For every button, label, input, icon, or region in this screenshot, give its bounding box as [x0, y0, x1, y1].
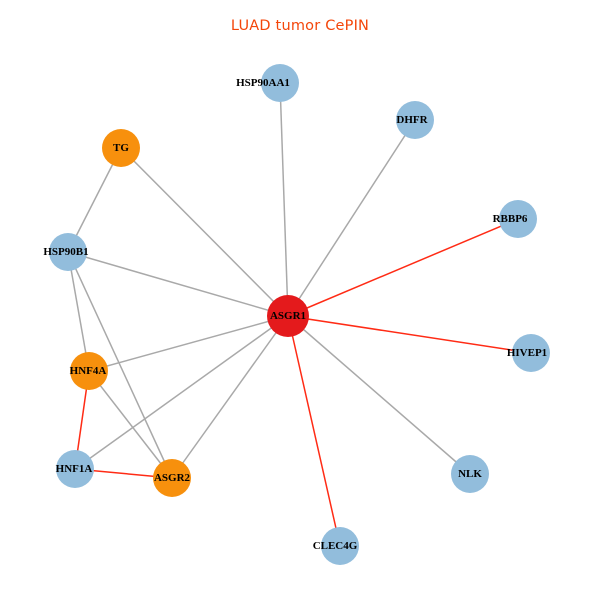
node-label: DHFR [396, 114, 428, 126]
node-label: HNF1A [56, 463, 93, 475]
node-circle[interactable] [321, 527, 359, 565]
page-title: LUAD tumor CePIN [230, 18, 370, 34]
graph-edge [67, 251, 90, 372]
graph-node[interactable]: TG [102, 129, 140, 167]
graph-node[interactable]: ASGR1 [267, 295, 309, 337]
node-label: TG [113, 142, 129, 154]
graph-edge [287, 315, 341, 547]
graph-edge [279, 82, 289, 317]
graph-node[interactable]: HIVEP1 [507, 334, 550, 372]
node-circle[interactable] [153, 459, 191, 497]
node-circle[interactable] [267, 295, 309, 337]
node-circle[interactable] [102, 129, 140, 167]
graph-node[interactable]: HSP90B1 [43, 233, 89, 271]
node-circle[interactable] [261, 64, 299, 102]
node-label: RBBP6 [493, 213, 528, 225]
node-label: HSP90B1 [43, 246, 88, 258]
node-label: ASGR1 [270, 310, 306, 322]
node-label: HNF4A [70, 365, 107, 377]
node-label: NLK [458, 468, 482, 480]
node-circle[interactable] [56, 450, 94, 488]
node-circle[interactable] [451, 455, 489, 493]
graph-edge [67, 251, 289, 317]
node-circle[interactable] [512, 334, 550, 372]
graph-node[interactable]: HNF4A [70, 352, 108, 390]
graph-node[interactable]: DHFR [396, 101, 434, 139]
graph-node[interactable]: CLEC4G [313, 527, 359, 565]
graph-node[interactable]: NLK [451, 455, 489, 493]
graph-edge [67, 147, 122, 253]
node-label: CLEC4G [313, 540, 358, 552]
node-label: HIVEP1 [507, 347, 547, 359]
graph-edge [67, 251, 173, 479]
graph-edge [287, 218, 519, 317]
graph-node[interactable]: RBBP6 [493, 200, 537, 238]
graph-node[interactable]: HSP90AA1 [236, 64, 299, 102]
node-label: HSP90AA1 [236, 77, 290, 89]
graph-edge [88, 315, 289, 372]
node-layer: HSP90AA1 DHFR TG RBBP6 HSP90B1 ASGR1 HIVEP1 HNF… [43, 64, 550, 565]
graph-node[interactable]: HNF1A [56, 450, 94, 488]
node-circle[interactable] [70, 352, 108, 390]
node-circle[interactable] [396, 101, 434, 139]
graph-edge [171, 315, 289, 479]
node-label: ASGR2 [154, 472, 191, 484]
graph-edge [287, 119, 416, 317]
node-circle[interactable] [499, 200, 537, 238]
graph-edge [88, 370, 173, 479]
graph-edge [287, 315, 532, 354]
node-circle[interactable] [49, 233, 87, 271]
graph-edge [287, 315, 471, 475]
graph-node[interactable]: ASGR2 [153, 459, 191, 497]
graph-edge [74, 315, 289, 470]
graph-edge [120, 147, 289, 317]
